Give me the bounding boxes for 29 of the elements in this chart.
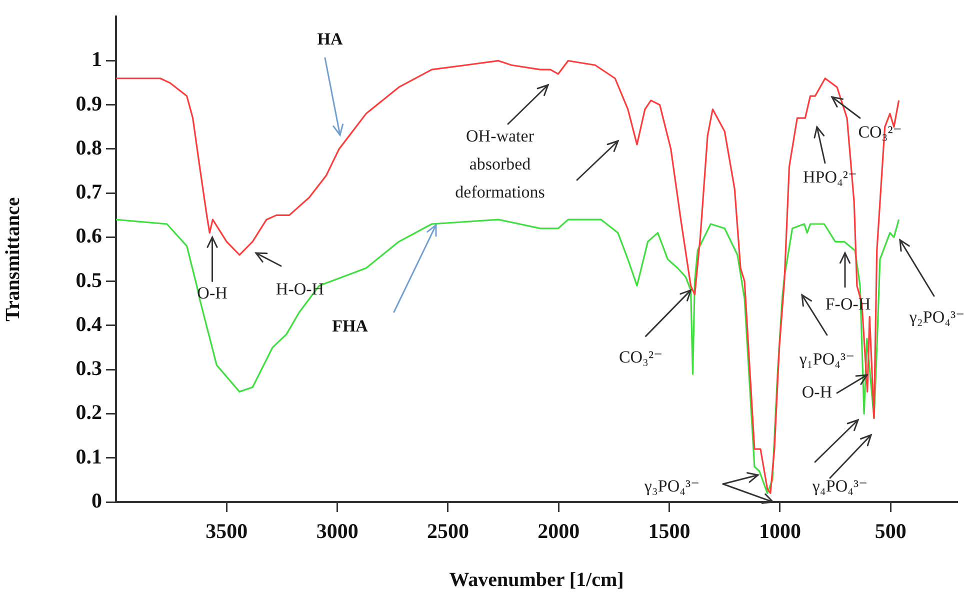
y-tick-label: 0.4 xyxy=(76,312,102,336)
text: HA xyxy=(317,29,344,48)
y-tick-label: 0.7 xyxy=(76,180,102,204)
annotation: γ₁PO₄³⁻ xyxy=(798,349,855,368)
y-tick-label: 0 xyxy=(92,488,102,512)
annotation: CO₃²⁻ xyxy=(618,348,663,367)
y-tick-label: 0.5 xyxy=(76,268,102,292)
x-tick-label: 3500 xyxy=(206,519,248,544)
y-tick-label: 0.9 xyxy=(76,91,102,116)
x-tick-label: 1500 xyxy=(648,519,690,544)
x-tick-label: 500 xyxy=(874,519,906,544)
y-axis-title: Transmittance xyxy=(2,197,24,322)
y-tick-label: 1 xyxy=(92,47,102,72)
annotation: γ₂PO₄³⁻ xyxy=(908,307,965,326)
y-tick-label: 0.3 xyxy=(76,356,102,380)
y-tick-label: 0.6 xyxy=(76,224,102,248)
x-axis-title: Wavenumber [1/cm] xyxy=(449,569,624,592)
y-tick-label: 0.2 xyxy=(76,400,102,424)
x-tick-label: 2500 xyxy=(426,519,469,544)
annotation: OH-water absorbed deformations xyxy=(455,126,545,202)
y-tick-label: 0.8 xyxy=(76,135,102,160)
series-label: FHA xyxy=(332,316,369,336)
y-tick-label: 0.1 xyxy=(76,444,102,468)
x-tick-label: 3000 xyxy=(316,519,358,544)
annotation: O-H xyxy=(802,382,832,402)
annotation: γ₄PO₄³⁻ xyxy=(811,476,868,496)
annotation: γ₃PO₄³⁻ xyxy=(643,476,700,496)
x-tick-label: 1000 xyxy=(758,519,801,544)
x-tick-label: 2000 xyxy=(538,519,580,544)
